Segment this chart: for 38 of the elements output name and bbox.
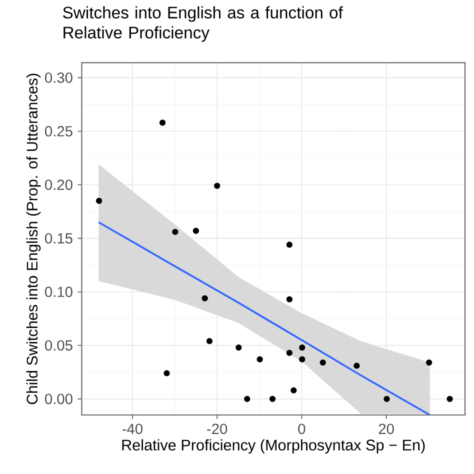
point bbox=[446, 396, 453, 402]
point bbox=[192, 228, 200, 234]
chart-title: Switches into English as a function of Relative Proficiency bbox=[63, 6, 343, 42]
point bbox=[96, 198, 102, 204]
point bbox=[172, 228, 178, 235]
y-tick-label: 0.00 bbox=[45, 394, 72, 404]
y-tick-label: 0.05 bbox=[45, 340, 72, 351]
point bbox=[236, 344, 242, 351]
y-tick-label: 0.15 bbox=[45, 233, 72, 244]
point bbox=[159, 120, 166, 126]
point bbox=[214, 182, 220, 189]
point bbox=[164, 370, 170, 376]
point bbox=[202, 295, 208, 302]
y-tick-label: 0.30 bbox=[45, 72, 72, 83]
point bbox=[299, 356, 306, 362]
point bbox=[286, 350, 293, 356]
point bbox=[384, 396, 390, 402]
point bbox=[354, 362, 360, 369]
point bbox=[244, 396, 250, 402]
x-tick-label: 0 bbox=[298, 424, 306, 434]
x-tick-label: -20 bbox=[207, 424, 228, 434]
x-tick-label: -40 bbox=[122, 424, 142, 434]
point bbox=[426, 359, 432, 366]
point bbox=[256, 356, 263, 362]
point bbox=[320, 359, 326, 366]
point bbox=[206, 338, 213, 344]
point bbox=[286, 296, 293, 302]
y-tick-label: 0.20 bbox=[45, 180, 72, 190]
x-axis-title: Relative Proficiency (Morphosyntax Sp − En) bbox=[122, 439, 425, 454]
x-tick-label: 20 bbox=[378, 424, 394, 434]
point bbox=[269, 396, 276, 402]
y-axis-title: Child Switches into English (Prop. of Utterances) bbox=[26, 74, 41, 404]
y-tick-label: 0.25 bbox=[45, 126, 72, 136]
y-tick-label: 0.10 bbox=[45, 286, 72, 298]
line-series bbox=[98, 221, 431, 415]
point bbox=[299, 344, 306, 351]
point bbox=[290, 387, 297, 394]
point bbox=[286, 242, 293, 248]
